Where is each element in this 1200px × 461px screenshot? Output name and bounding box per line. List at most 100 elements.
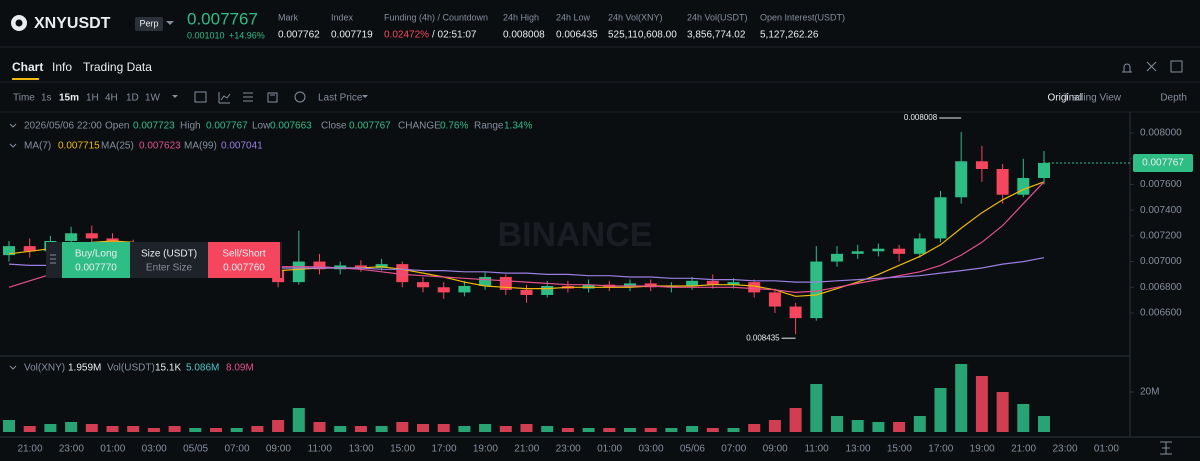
candle-body: [313, 261, 326, 270]
interval[interactable]: 4H: [105, 93, 118, 104]
x-tick-label: 21:00: [17, 444, 42, 455]
axis-settings-icon[interactable]: [1160, 441, 1172, 455]
volume-bar: [706, 428, 719, 432]
drag-handle[interactable]: [50, 254, 56, 264]
buy-button[interactable]: [62, 242, 130, 278]
volume-bar: [272, 420, 285, 432]
badge-bg: [135, 17, 163, 31]
volume-bar: [23, 426, 36, 432]
volume-bar: [1038, 416, 1050, 432]
sell-label[interactable]: Sell/Short: [222, 249, 266, 260]
interval[interactable]: 1H: [86, 93, 99, 104]
tab[interactable]: Trading Data: [83, 60, 152, 74]
candle-body: [292, 261, 305, 283]
buy-price[interactable]: 0.007770: [75, 263, 117, 274]
x-tick-label: 01:00: [100, 444, 125, 455]
calendar-icon[interactable]: [194, 91, 207, 103]
coin-logo-inner: [15, 19, 23, 27]
volume-bar: [810, 384, 823, 432]
volume-bar: [872, 422, 885, 432]
x-tick-label: 01:00: [1094, 444, 1119, 455]
collapse-caret[interactable]: [9, 365, 17, 370]
candle-body: [789, 306, 802, 319]
tab[interactable]: Chart: [12, 60, 43, 74]
replay-icon[interactable]: [294, 91, 306, 103]
volume-bar: [65, 422, 78, 432]
candle-body: [65, 233, 78, 241]
candle-body: [934, 197, 947, 239]
high-label: 0.008008: [904, 113, 938, 122]
volume-legend-label2: Vol(USDT): [107, 363, 155, 374]
volume-bar: [230, 428, 243, 432]
symbol[interactable]: XNYUSDT: [34, 15, 111, 32]
x-tick-label: 03:00: [638, 444, 663, 455]
collapse-caret[interactable]: [9, 123, 17, 128]
alert-icon[interactable]: [1122, 63, 1132, 73]
candle-body: [3, 246, 15, 256]
stat-label: 24h Vol(USDT): [687, 12, 748, 22]
interval[interactable]: 1D: [126, 93, 139, 104]
legend-label: Close: [321, 121, 347, 132]
volume-bar: [189, 428, 202, 432]
stat-label: 24h High: [503, 12, 539, 22]
x-tick-label: 21:00: [1011, 444, 1036, 455]
candle-body: [872, 248, 885, 252]
volume-bar: [768, 420, 781, 432]
volume-legend-ma1: 5.086M: [186, 363, 219, 374]
candle-body: [913, 238, 926, 254]
price-type[interactable]: Last Price: [318, 93, 363, 104]
x-tick-label: 19:00: [473, 444, 498, 455]
size-label: Size (USDT): [141, 249, 197, 260]
view-option[interactable]: Depth: [1160, 93, 1187, 104]
interval-caret[interactable]: [172, 95, 178, 98]
candle-body: [727, 282, 740, 285]
volume-bar: [147, 428, 160, 432]
stat-value: 5,127,262.26: [760, 30, 819, 41]
y-tick-label: 0.007600: [1140, 179, 1182, 190]
symbol-caret[interactable]: [166, 21, 174, 25]
legend-label: Low: [252, 121, 271, 132]
x-tick-label: 11:00: [308, 444, 333, 455]
y-tick-label: 0.007000: [1140, 256, 1182, 267]
candle-body: [996, 168, 1009, 195]
candle-body: [417, 282, 429, 288]
candle-body: [1038, 162, 1050, 178]
candle-body: [768, 292, 781, 307]
buy-label[interactable]: Buy/Long: [75, 249, 117, 260]
size-input[interactable]: Enter Size: [146, 263, 193, 274]
stat-label: Mark: [278, 12, 298, 22]
time-label: Time: [13, 93, 35, 104]
interval[interactable]: 15m: [59, 93, 79, 104]
volume-legend-label1: Vol(XNY): [24, 363, 65, 374]
volume-legend-ma2: 8.09M: [226, 363, 254, 374]
interval[interactable]: 1s: [41, 93, 52, 104]
legend-time: 2026/05/06 22:00: [24, 121, 102, 132]
volume-bar: [375, 426, 388, 432]
candle-body: [354, 265, 367, 268]
candle-body: [541, 285, 554, 295]
price-caret[interactable]: [362, 95, 368, 98]
y-tick-label: 0.006800: [1140, 282, 1182, 293]
volume-bar: [437, 424, 450, 432]
volume-bar: [955, 364, 968, 432]
sell-button[interactable]: [208, 242, 280, 278]
candle-body: [375, 264, 388, 268]
indicator-icon[interactable]: [218, 92, 231, 104]
view-option[interactable]: Original: [1048, 93, 1082, 104]
sell-price[interactable]: 0.007760: [223, 263, 265, 274]
volume-bar: [644, 428, 657, 432]
interval[interactable]: 1W: [145, 93, 161, 104]
layout-icon[interactable]: [243, 92, 253, 102]
x-tick-label: 23:00: [556, 444, 581, 455]
template-icon[interactable]: [267, 92, 278, 103]
view-option[interactable]: Trading View: [1063, 93, 1122, 104]
last-price: 0.007767: [187, 9, 258, 28]
settings-icon[interactable]: [1170, 60, 1183, 73]
collapse-caret[interactable]: [9, 143, 17, 148]
volume-bar: [665, 428, 678, 432]
tab[interactable]: Info: [52, 60, 72, 74]
candle-body: [23, 246, 36, 252]
volume-bar: [541, 426, 554, 432]
expand-icon[interactable]: [1146, 61, 1157, 72]
